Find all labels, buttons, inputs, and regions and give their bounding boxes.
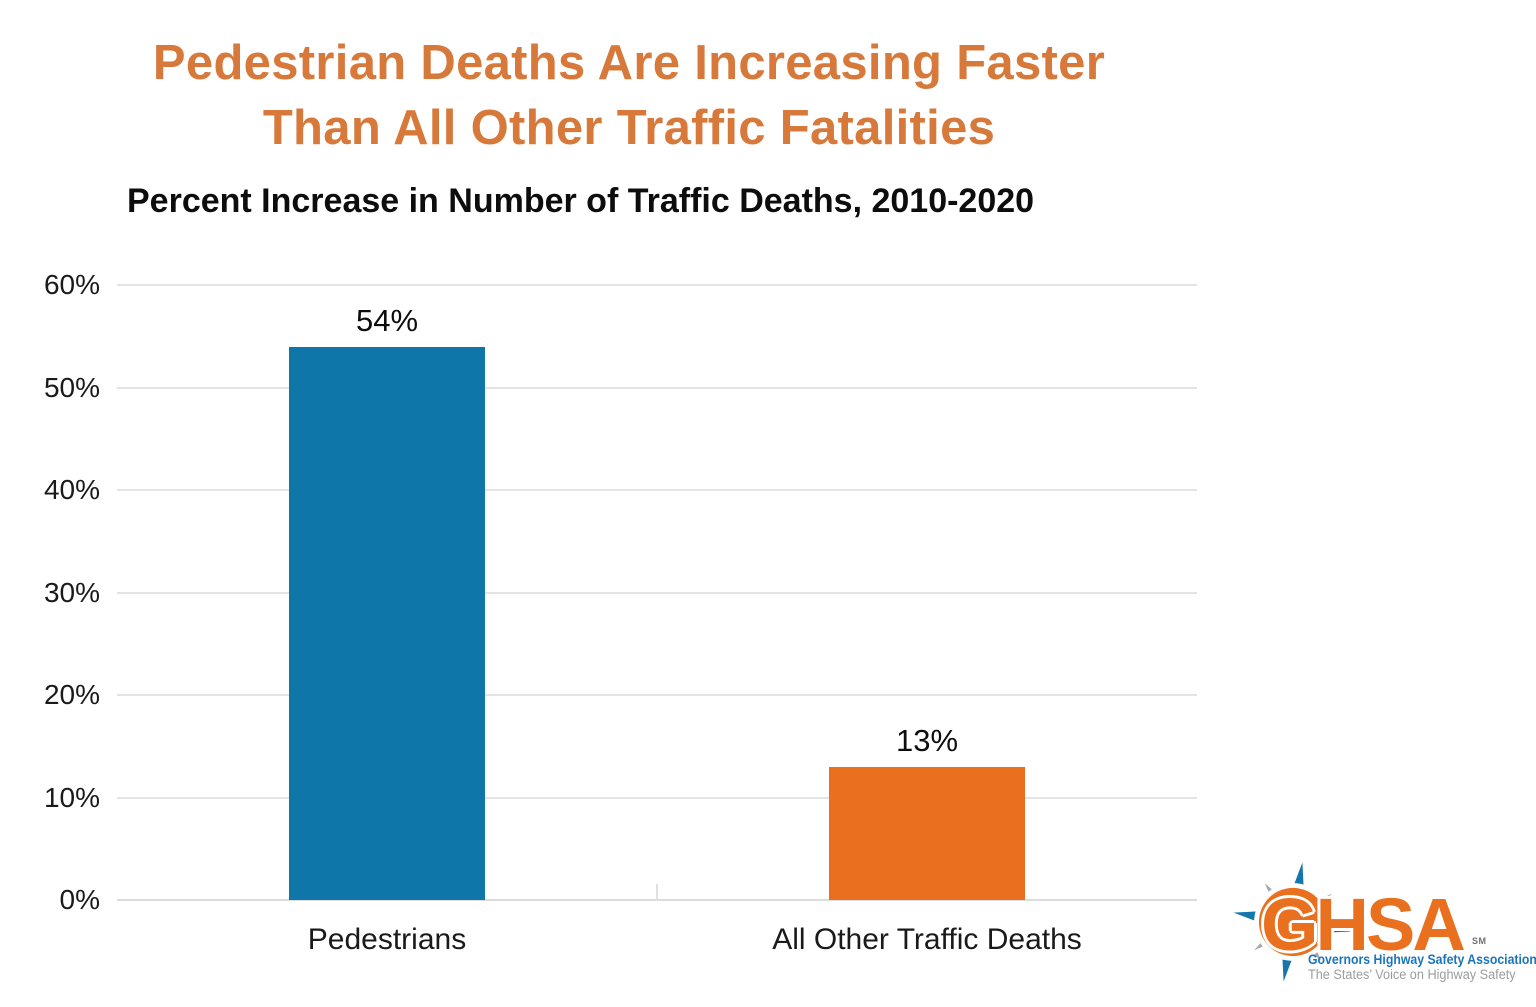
chart-title-line2: Than All Other Traffic Fatalities (262, 101, 996, 155)
bar-value-label-pedestrians: 54% (355, 302, 419, 338)
ghsa-logo: GHSA SM Governors Highway Safety Associa… (1227, 850, 1536, 1007)
chart-title: Pedestrian Deaths Are Increasing Faster … (0, 31, 1258, 161)
x-category-label-pedestrians: Pedestrians (307, 923, 467, 956)
y-tick-label-50: 50% (43, 371, 100, 403)
x-axis-line (117, 899, 1197, 901)
y-tick-label-60: 60% (43, 269, 100, 300)
y-tick-label-10: 10% (43, 781, 100, 813)
chart-subtitle: Percent Increase in Number of Traffic De… (127, 182, 1035, 220)
gridline-60 (117, 284, 1197, 286)
gridline-30 (117, 591, 1197, 594)
plot-area: 0% 10% 20% 30% 40% 50% 60% 54% Pedestrians 13% All… (44, 269, 1197, 956)
gridline-20 (117, 694, 1197, 696)
gridline-10 (117, 796, 1197, 799)
y-tick-label-0: 0% (59, 884, 100, 915)
gridline-50 (117, 386, 1197, 389)
ghsa-sm-mark: SM (1472, 936, 1487, 946)
chart-title-line1: Pedestrian Deaths Are Increasing Faster (152, 36, 1106, 90)
bar-pedestrians (289, 346, 485, 900)
ghsa-org-name: Governors Highway Safety Association® (1308, 952, 1536, 967)
ghsa-org-name-text: Governors Highway Safety Association (1308, 952, 1536, 967)
y-tick-label-40: 40% (43, 474, 100, 505)
bar-all-other-traffic-deaths (829, 766, 1025, 900)
ghsa-tagline: The States’ Voice on Highway Safety (1308, 967, 1516, 982)
gridline-40 (117, 489, 1197, 491)
y-tick-label-20: 20% (43, 679, 100, 710)
compass-star-icon (1227, 856, 1359, 988)
y-tick-label-30: 30% (43, 576, 100, 608)
ghsa-logo-text: GHSA (1261, 883, 1466, 966)
bar-value-label-all-other-traffic-deaths: 13% (895, 722, 959, 758)
category-divider-tick (656, 884, 658, 900)
x-category-label-all-other-traffic-deaths: All Other Traffic Deaths (772, 923, 1082, 956)
